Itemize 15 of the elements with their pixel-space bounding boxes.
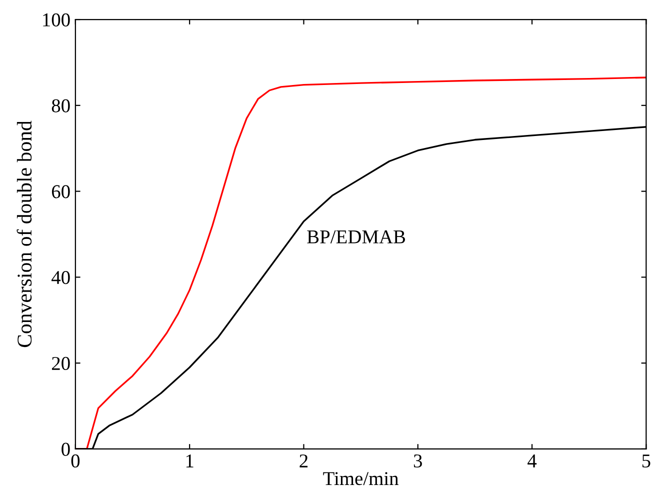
y-tick-label: 0	[62, 442, 70, 456]
y-tick-label: 20	[52, 356, 70, 370]
annotation: BP/EDMAB	[307, 230, 406, 244]
y-tick-label: 100	[43, 13, 70, 26]
x-tick-label: 0	[71, 454, 80, 468]
x-tick-label: 2	[300, 454, 308, 468]
x-tick-label: 5	[642, 454, 650, 468]
x-axis-title: Time/min	[323, 472, 399, 486]
x-tick-label: 1	[186, 454, 194, 468]
x-tick-label: 3	[414, 454, 422, 468]
y-axis-title: Conversion of double bond	[16, 120, 32, 348]
x-tick-label: 4	[528, 454, 537, 468]
y-tick-label: 80	[52, 99, 70, 112]
y-tick-label: 60	[52, 185, 70, 198]
y-tick-label: 40	[52, 271, 70, 284]
